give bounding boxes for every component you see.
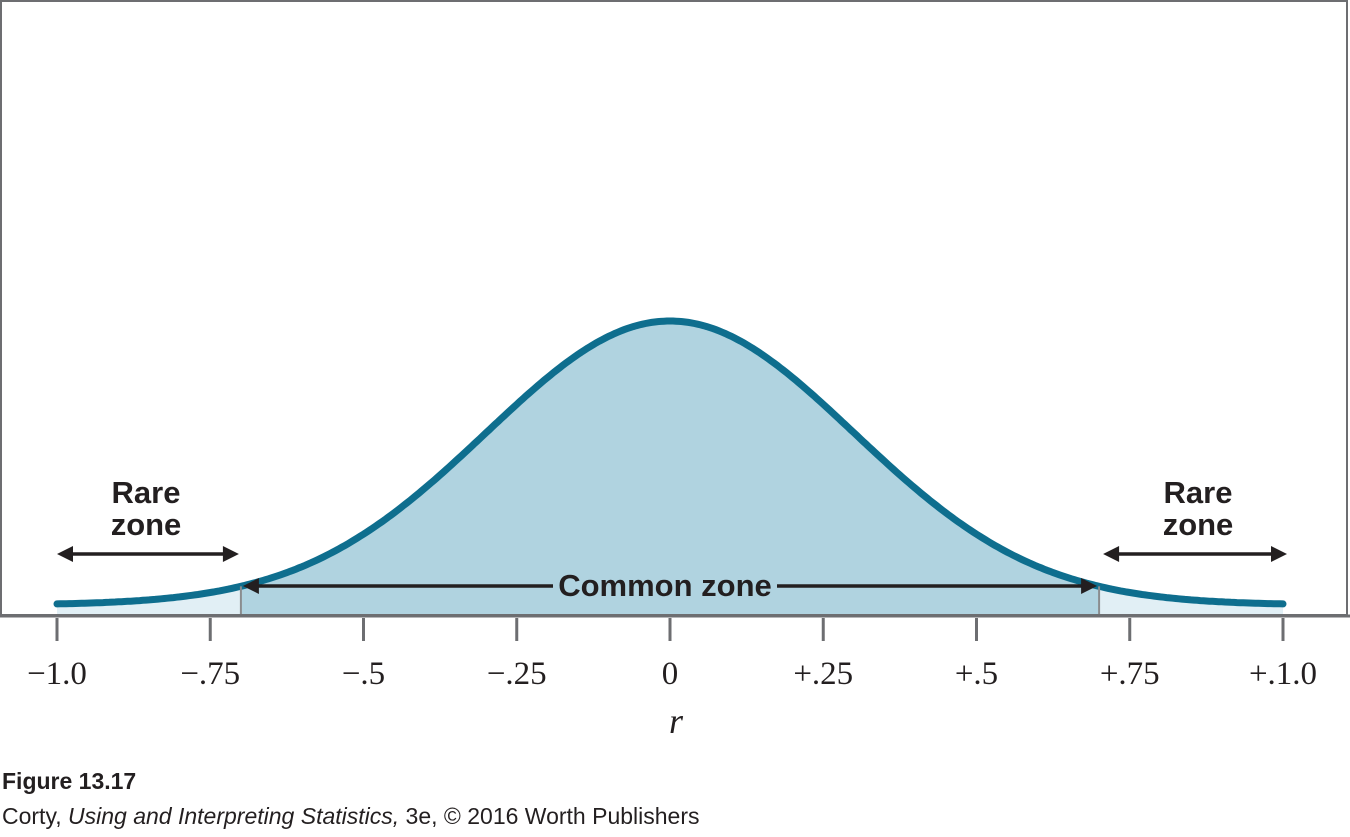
figure-number: Figure 13.17 — [2, 768, 137, 794]
common-zone-label-bg — [553, 563, 777, 603]
x-tick-label-7: +.75 — [1100, 656, 1160, 692]
x-tick-label-5: +.25 — [793, 656, 853, 692]
sampling-distribution-chart: −1.0 −.75 −.5 −.25 0 +.25 +.5 +.75 +.1.0 r Rare … — [0, 0, 1350, 741]
rare-zone-right-label-line2: zone — [1163, 507, 1234, 542]
common-zone-label: Common zone — [558, 568, 772, 603]
credit-edition: 3e, © 2016 Worth Publishers — [405, 803, 700, 829]
x-tick-label-6: +.5 — [955, 656, 998, 692]
region-common — [240, 321, 1100, 614]
credit-author: Corty, — [2, 803, 62, 829]
x-tick-label-1: −.75 — [180, 656, 240, 692]
rare-zone-right-arrow — [1103, 546, 1287, 562]
x-tick-label-3: −.25 — [487, 656, 547, 692]
rare-zone-left-label-line2: zone — [111, 507, 182, 542]
rare-zone-left-arrow — [57, 546, 239, 562]
x-tick-label-0: −1.0 — [27, 656, 87, 692]
rare-zone-right-label-line1: Rare — [1164, 475, 1233, 510]
x-axis-label: r — [669, 701, 684, 741]
credit-book-title: Using and Interpreting Statistics, — [68, 803, 400, 829]
x-tick-label-4: 0 — [662, 656, 679, 692]
rare-zone-left-label-line1: Rare — [112, 475, 181, 510]
x-tick-label-2: −.5 — [342, 656, 385, 692]
distribution-curve — [53, 317, 1287, 608]
figure-credit: Corty, Using and Interpreting Statistics… — [2, 803, 700, 830]
x-tick-label-8: +.1.0 — [1249, 656, 1317, 692]
